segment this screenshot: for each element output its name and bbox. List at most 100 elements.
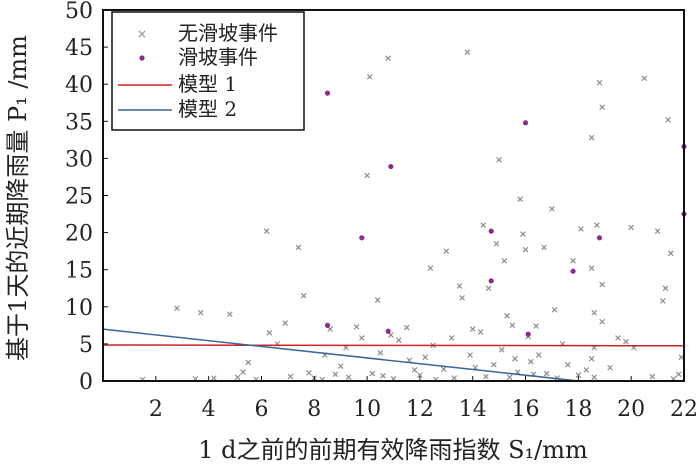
no-landslide-point-60 <box>491 361 497 368</box>
no-landslide-point-32 <box>377 349 384 356</box>
no-landslide-point-101 <box>615 335 621 341</box>
landslide-point-2 <box>359 235 365 241</box>
y-tick-label-2: 10 <box>65 296 93 321</box>
no-landslide-point-97 <box>599 318 605 325</box>
no-landslide-point-47 <box>443 248 450 254</box>
no-landslide-point-109 <box>662 285 669 292</box>
no-landslide-point-59 <box>485 285 492 292</box>
y-tick-label-3: 15 <box>65 259 93 284</box>
no-landslide-point-50 <box>456 283 463 289</box>
x-tick-label-5: 12 <box>406 397 434 422</box>
landslide-point-4 <box>385 328 391 334</box>
no-landslide-point-23 <box>337 363 344 369</box>
x-axis-title: 1 d之前的前期有效降雨指数 S₁/mm <box>198 436 588 464</box>
no-landslide-point-86 <box>575 372 582 378</box>
no-landslide-point-102 <box>623 338 629 345</box>
legend-label-no-landslide: 无滑坡事件 <box>178 21 278 45</box>
no-landslide-point-79 <box>543 370 550 377</box>
no-landslide-point-1 <box>174 305 180 312</box>
landslide-point-9 <box>570 268 576 274</box>
y-tick-label-8: 40 <box>65 73 93 98</box>
legend-label-model-1: 模型 1 <box>178 72 237 96</box>
no-landslide-point-65 <box>504 312 510 319</box>
no-landslide-point-27 <box>358 335 365 341</box>
no-landslide-point-43 <box>427 265 434 272</box>
no-landslide-point-13 <box>282 320 289 326</box>
no-landslide-point-52 <box>464 49 471 56</box>
no-landslide-point-57 <box>480 222 487 229</box>
no-landslide-point-30 <box>369 370 376 377</box>
no-landslide-point-100 <box>607 364 613 371</box>
y-tick-label-9: 45 <box>65 36 93 61</box>
no-landslide-point-108 <box>660 298 666 304</box>
axis-ticks: 2 4 6 8 10 12 14 16 18 20 22 0 5 10 15 20 25 30 35 40 45 50 <box>65 0 698 422</box>
landslide-point-8 <box>525 331 531 337</box>
no-landslide-point-6 <box>234 374 241 381</box>
no-landslide-point-107 <box>654 228 661 234</box>
no-landslide-point-78 <box>541 244 547 251</box>
no-landslide-point-81 <box>551 306 558 313</box>
y-tick-label-4: 20 <box>65 222 93 247</box>
no-landslide-point-42 <box>422 354 429 361</box>
no-landslide-point-94 <box>596 79 603 86</box>
no-landslide-point-85 <box>570 257 576 264</box>
no-landslide-point-51 <box>459 295 465 301</box>
no-landslide-point-38 <box>403 324 410 331</box>
legend: × 无滑坡事件 滑坡事件 模型 1 模型 2 <box>111 11 305 131</box>
no-landslide-point-37 <box>395 337 402 344</box>
no-landslide-point-31 <box>374 297 381 303</box>
y-axis-title: 基于1天的近期降雨量 P₁ /mm <box>4 35 32 361</box>
no-landslide-point-62 <box>496 157 502 163</box>
y-tick-label-0: 0 <box>79 370 93 395</box>
x-tick-label-7: 16 <box>512 397 540 422</box>
no-landslide-point-113 <box>675 371 682 378</box>
no-landslide-point-5 <box>226 311 233 318</box>
x-tick-label-2: 6 <box>254 397 268 422</box>
no-landslide-point-54 <box>469 326 476 332</box>
legend-item-no-landslide: × 无滑坡事件 <box>137 21 278 45</box>
legend-item-model-2: 模型 2 <box>118 97 237 121</box>
no-landslide-point-99 <box>591 374 598 381</box>
no-landslide-point-87 <box>578 226 584 232</box>
x-tick-label-0: 2 <box>149 397 163 422</box>
no-landslide-point-7 <box>240 369 246 375</box>
no-landslide-point-105 <box>641 75 648 82</box>
no-landslide-point-22 <box>332 371 339 378</box>
x-tick-label-1: 4 <box>202 397 216 422</box>
no-landslide-point-111 <box>667 250 674 257</box>
no-landslide-point-40 <box>411 367 418 373</box>
legend-item-landslide: 滑坡事件 <box>139 45 258 69</box>
x-tick-label-4: 10 <box>353 397 381 422</box>
no-landslide-point-3 <box>197 309 204 316</box>
no-landslide-point-25 <box>345 374 352 381</box>
legend-marker-dot <box>139 55 145 61</box>
no-landslide-point-8 <box>245 359 252 366</box>
no-landslide-point-74 <box>528 358 534 365</box>
model-line-1 <box>102 344 685 347</box>
no-landslide-point-46 <box>440 366 447 372</box>
y-tick-label-1: 5 <box>79 333 93 358</box>
no-landslide-point-84 <box>564 361 571 368</box>
model-lines <box>102 328 685 382</box>
points-layer <box>139 49 687 383</box>
no-landslide-point-10 <box>263 228 270 234</box>
no-landslide-point-114 <box>678 354 685 361</box>
no-landslide-point-72 <box>522 246 529 253</box>
no-landslide-point-4 <box>211 375 217 381</box>
no-landslide-point-58 <box>483 373 489 380</box>
no-landslide-point-28 <box>364 172 370 179</box>
no-landslide-point-106 <box>649 373 656 380</box>
x-tick-label-10: 22 <box>670 397 698 422</box>
no-landslide-point-17 <box>306 370 312 376</box>
no-landslide-point-34 <box>385 55 392 62</box>
no-landslide-point-15 <box>295 244 302 251</box>
no-landslide-point-63 <box>498 347 505 353</box>
no-landslide-point-77 <box>535 352 542 358</box>
no-landslide-point-56 <box>477 329 484 335</box>
no-landslide-point-11 <box>266 329 273 336</box>
no-landslide-point-96 <box>599 281 605 288</box>
legend-item-model-1: 模型 1 <box>118 72 237 96</box>
no-landslide-point-95 <box>599 104 605 111</box>
no-landslide-point-33 <box>380 372 386 379</box>
